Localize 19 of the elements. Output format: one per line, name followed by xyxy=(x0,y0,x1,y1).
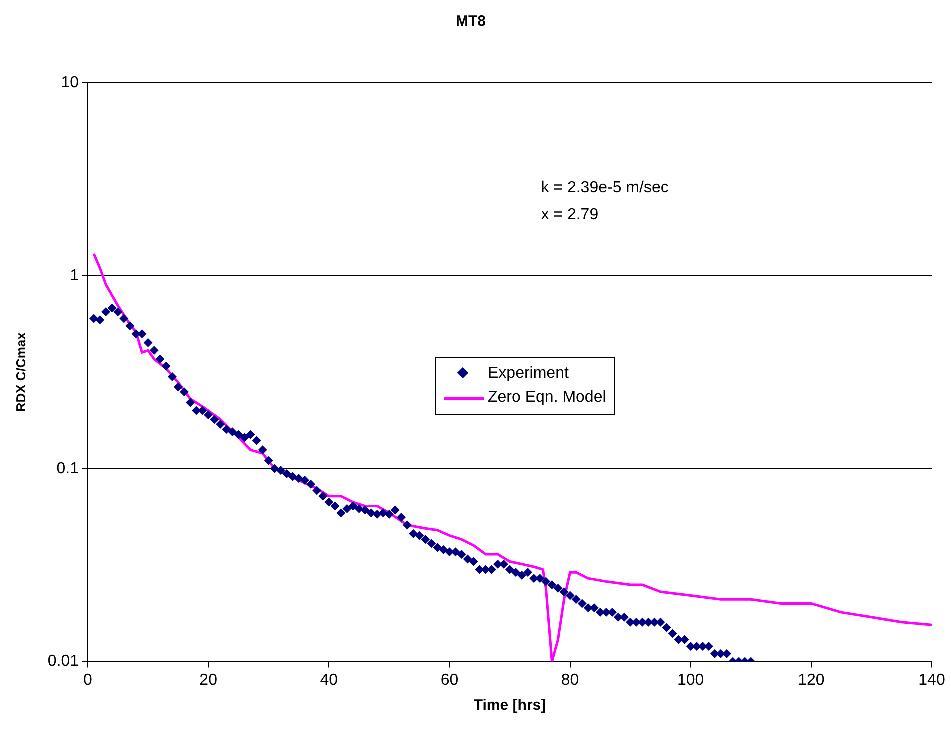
x-tick-label: 0 xyxy=(84,672,93,689)
x-tick-label: 40 xyxy=(320,672,338,689)
x-tick-label: 120 xyxy=(798,672,825,689)
x-axis-title: Time [hrs] xyxy=(474,697,546,714)
y-axis-title: RDX C/Cmax xyxy=(13,332,28,412)
x-tick-label: 60 xyxy=(440,672,459,689)
legend-label: Zero Eqn. Model xyxy=(488,389,606,407)
annotation: x = 2.79 xyxy=(541,206,599,224)
y-tick-label: 10 xyxy=(61,74,80,92)
x-tick-label: 100 xyxy=(678,672,704,689)
x-tick-label: 20 xyxy=(200,672,218,689)
y-tick-label: 0.01 xyxy=(48,653,80,670)
legend-label: Experiment xyxy=(488,365,569,383)
y-tick-label: 0.1 xyxy=(56,460,80,478)
y-tick-label: 1 xyxy=(70,267,80,284)
annotation: k = 2.39e-5 m/sec xyxy=(541,179,669,196)
chart-title: MT8 xyxy=(456,13,486,30)
x-tick-label: 140 xyxy=(918,672,946,689)
x-tick-label: 80 xyxy=(561,672,580,689)
